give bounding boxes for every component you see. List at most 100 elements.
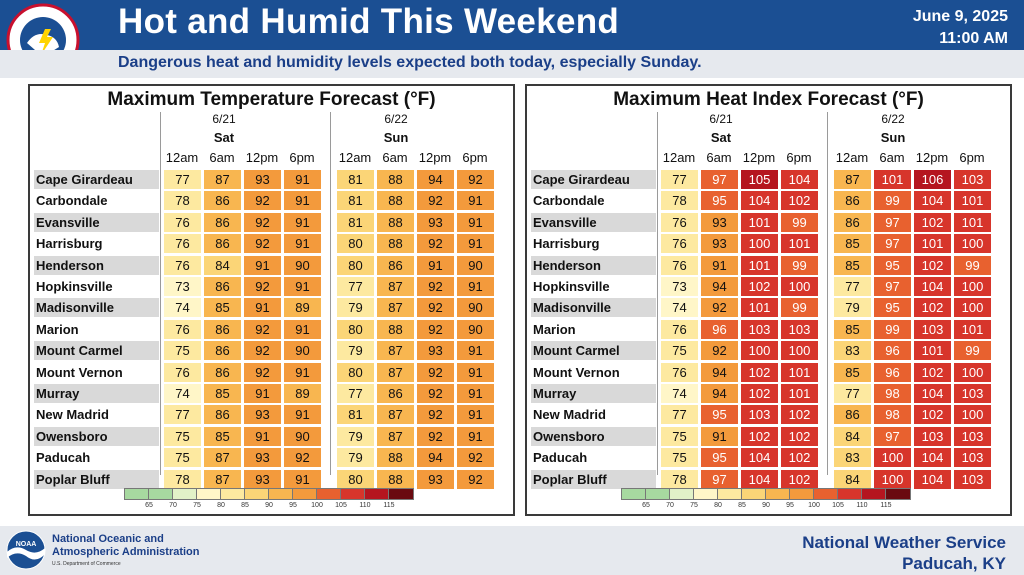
forecast-value-cell: 86 [204,212,241,232]
noaa-logo-text: NOAA [16,541,37,548]
forecast-value-cell: 92 [701,341,738,361]
forecast-value-cell: 104 [781,170,818,189]
forecast-value-cell: 90 [284,255,321,275]
legend-tick-label: 105 [335,502,347,509]
forecast-value-cell: 92 [417,319,454,339]
forecast-value-cell: 92 [417,191,454,211]
forecast-value-cell: 77 [337,384,374,403]
time-column-header: 6pm [289,150,315,165]
forecast-value-cell: 92 [284,448,321,468]
forecast-value-cell: 101 [741,298,778,318]
forecast-value-cell: 79 [337,298,374,318]
legend-swatch [269,489,293,499]
forecast-value-cell: 86 [377,384,414,403]
forecast-value-cell: 87 [377,405,414,425]
forecast-value-cell: 94 [701,362,738,382]
location-label: Poplar Bluff [34,469,159,489]
forecast-value-cell: 102 [914,405,951,425]
forecast-value-cell: 92 [457,469,494,489]
forecast-value-cell: 92 [244,212,281,232]
forecast-value-cell: 74 [164,384,201,403]
forecast-value-cell: 75 [164,448,201,468]
forecast-value-cell: 91 [457,212,494,232]
forecast-value-cell: 75 [661,341,698,361]
legend-tick-label: 85 [738,502,746,509]
forecast-value-cell: 99 [874,319,911,339]
time-column-header: 6am [879,150,905,165]
subtitle-bar [0,50,1024,78]
forecast-value-cell: 106 [914,170,951,189]
legend-swatch [221,489,245,499]
day-name-header: Sun [880,130,906,145]
forecast-value-cell: 77 [661,170,698,189]
forecast-value-cell: 105 [741,170,778,189]
forecast-value-cell: 96 [874,362,911,382]
legend-swatch [317,489,341,499]
forecast-value-cell: 73 [164,277,201,296]
office-location: Paducah, KY [902,554,1006,573]
forecast-value-cell: 101 [914,341,951,361]
forecast-value-cell: 73 [661,277,698,296]
forecast-value-cell: 83 [834,448,871,468]
time-column-header: 12am [338,150,372,165]
forecast-value-cell: 86 [204,277,241,296]
noaa-name: National Oceanic and Atmospheric Adminis… [52,533,200,559]
day-name-header: Sat [710,130,732,145]
forecast-value-cell: 76 [661,234,698,254]
location-label: Henderson [531,255,656,275]
column-separator [827,112,828,475]
column-separator [330,112,331,475]
location-label: Madisonville [531,298,656,318]
forecast-value-cell: 102 [781,405,818,425]
forecast-value-cell: 100 [954,234,991,254]
forecast-value-cell: 90 [457,255,494,275]
forecast-value-cell: 92 [457,170,494,189]
forecast-value-cell: 99 [781,212,818,232]
noaa-name-line2: Atmospheric Administration [52,546,200,558]
forecast-value-cell: 91 [244,384,281,403]
location-label: Marion [34,319,159,339]
legend-tick-label: 110 [359,502,371,509]
forecast-value-cell: 100 [781,341,818,361]
forecast-value-cell: 90 [457,298,494,318]
forecast-value-cell: 87 [204,448,241,468]
legend-tick-label: 115 [880,502,892,509]
forecast-value-cell: 104 [741,448,778,468]
forecast-value-cell: 85 [834,234,871,254]
legend-tick-label: 105 [832,502,844,509]
forecast-value-cell: 92 [244,362,281,382]
legend-tick-label: 80 [714,502,722,509]
forecast-value-cell: 97 [874,277,911,296]
forecast-value-cell: 88 [377,469,414,489]
footer-bar [0,526,1024,575]
legend-tick-label: 90 [265,502,273,509]
legend-swatch [814,489,838,499]
location-label: Mount Carmel [34,341,159,361]
forecast-value-cell: 76 [164,362,201,382]
time-column-header: 6am [209,150,235,165]
legend-tick-label: 110 [856,502,868,509]
column-separator [160,112,161,475]
legend-tick-label: 95 [786,502,794,509]
forecast-value-cell: 75 [661,448,698,468]
time-column-header: 12pm [418,150,452,165]
forecast-value-cell: 79 [834,298,871,318]
forecast-value-cell: 85 [834,362,871,382]
forecast-value-cell: 100 [874,448,911,468]
forecast-value-cell: 91 [457,384,494,403]
forecast-value-cell: 91 [244,298,281,318]
location-label: New Madrid [34,405,159,425]
forecast-value-cell: 75 [164,341,201,361]
forecast-value-cell: 97 [701,469,738,489]
forecast-value-cell: 96 [874,341,911,361]
forecast-value-cell: 97 [874,234,911,254]
location-label: Harrisburg [34,234,159,254]
location-label: Poplar Bluff [531,469,656,489]
forecast-value-cell: 97 [701,170,738,189]
location-label: New Madrid [531,405,656,425]
forecast-value-cell: 79 [337,426,374,446]
legend-swatch [125,489,149,499]
forecast-value-cell: 91 [457,277,494,296]
forecast-value-cell: 91 [284,234,321,254]
nws-office: National Weather Service Paducah, KY [802,532,1006,574]
